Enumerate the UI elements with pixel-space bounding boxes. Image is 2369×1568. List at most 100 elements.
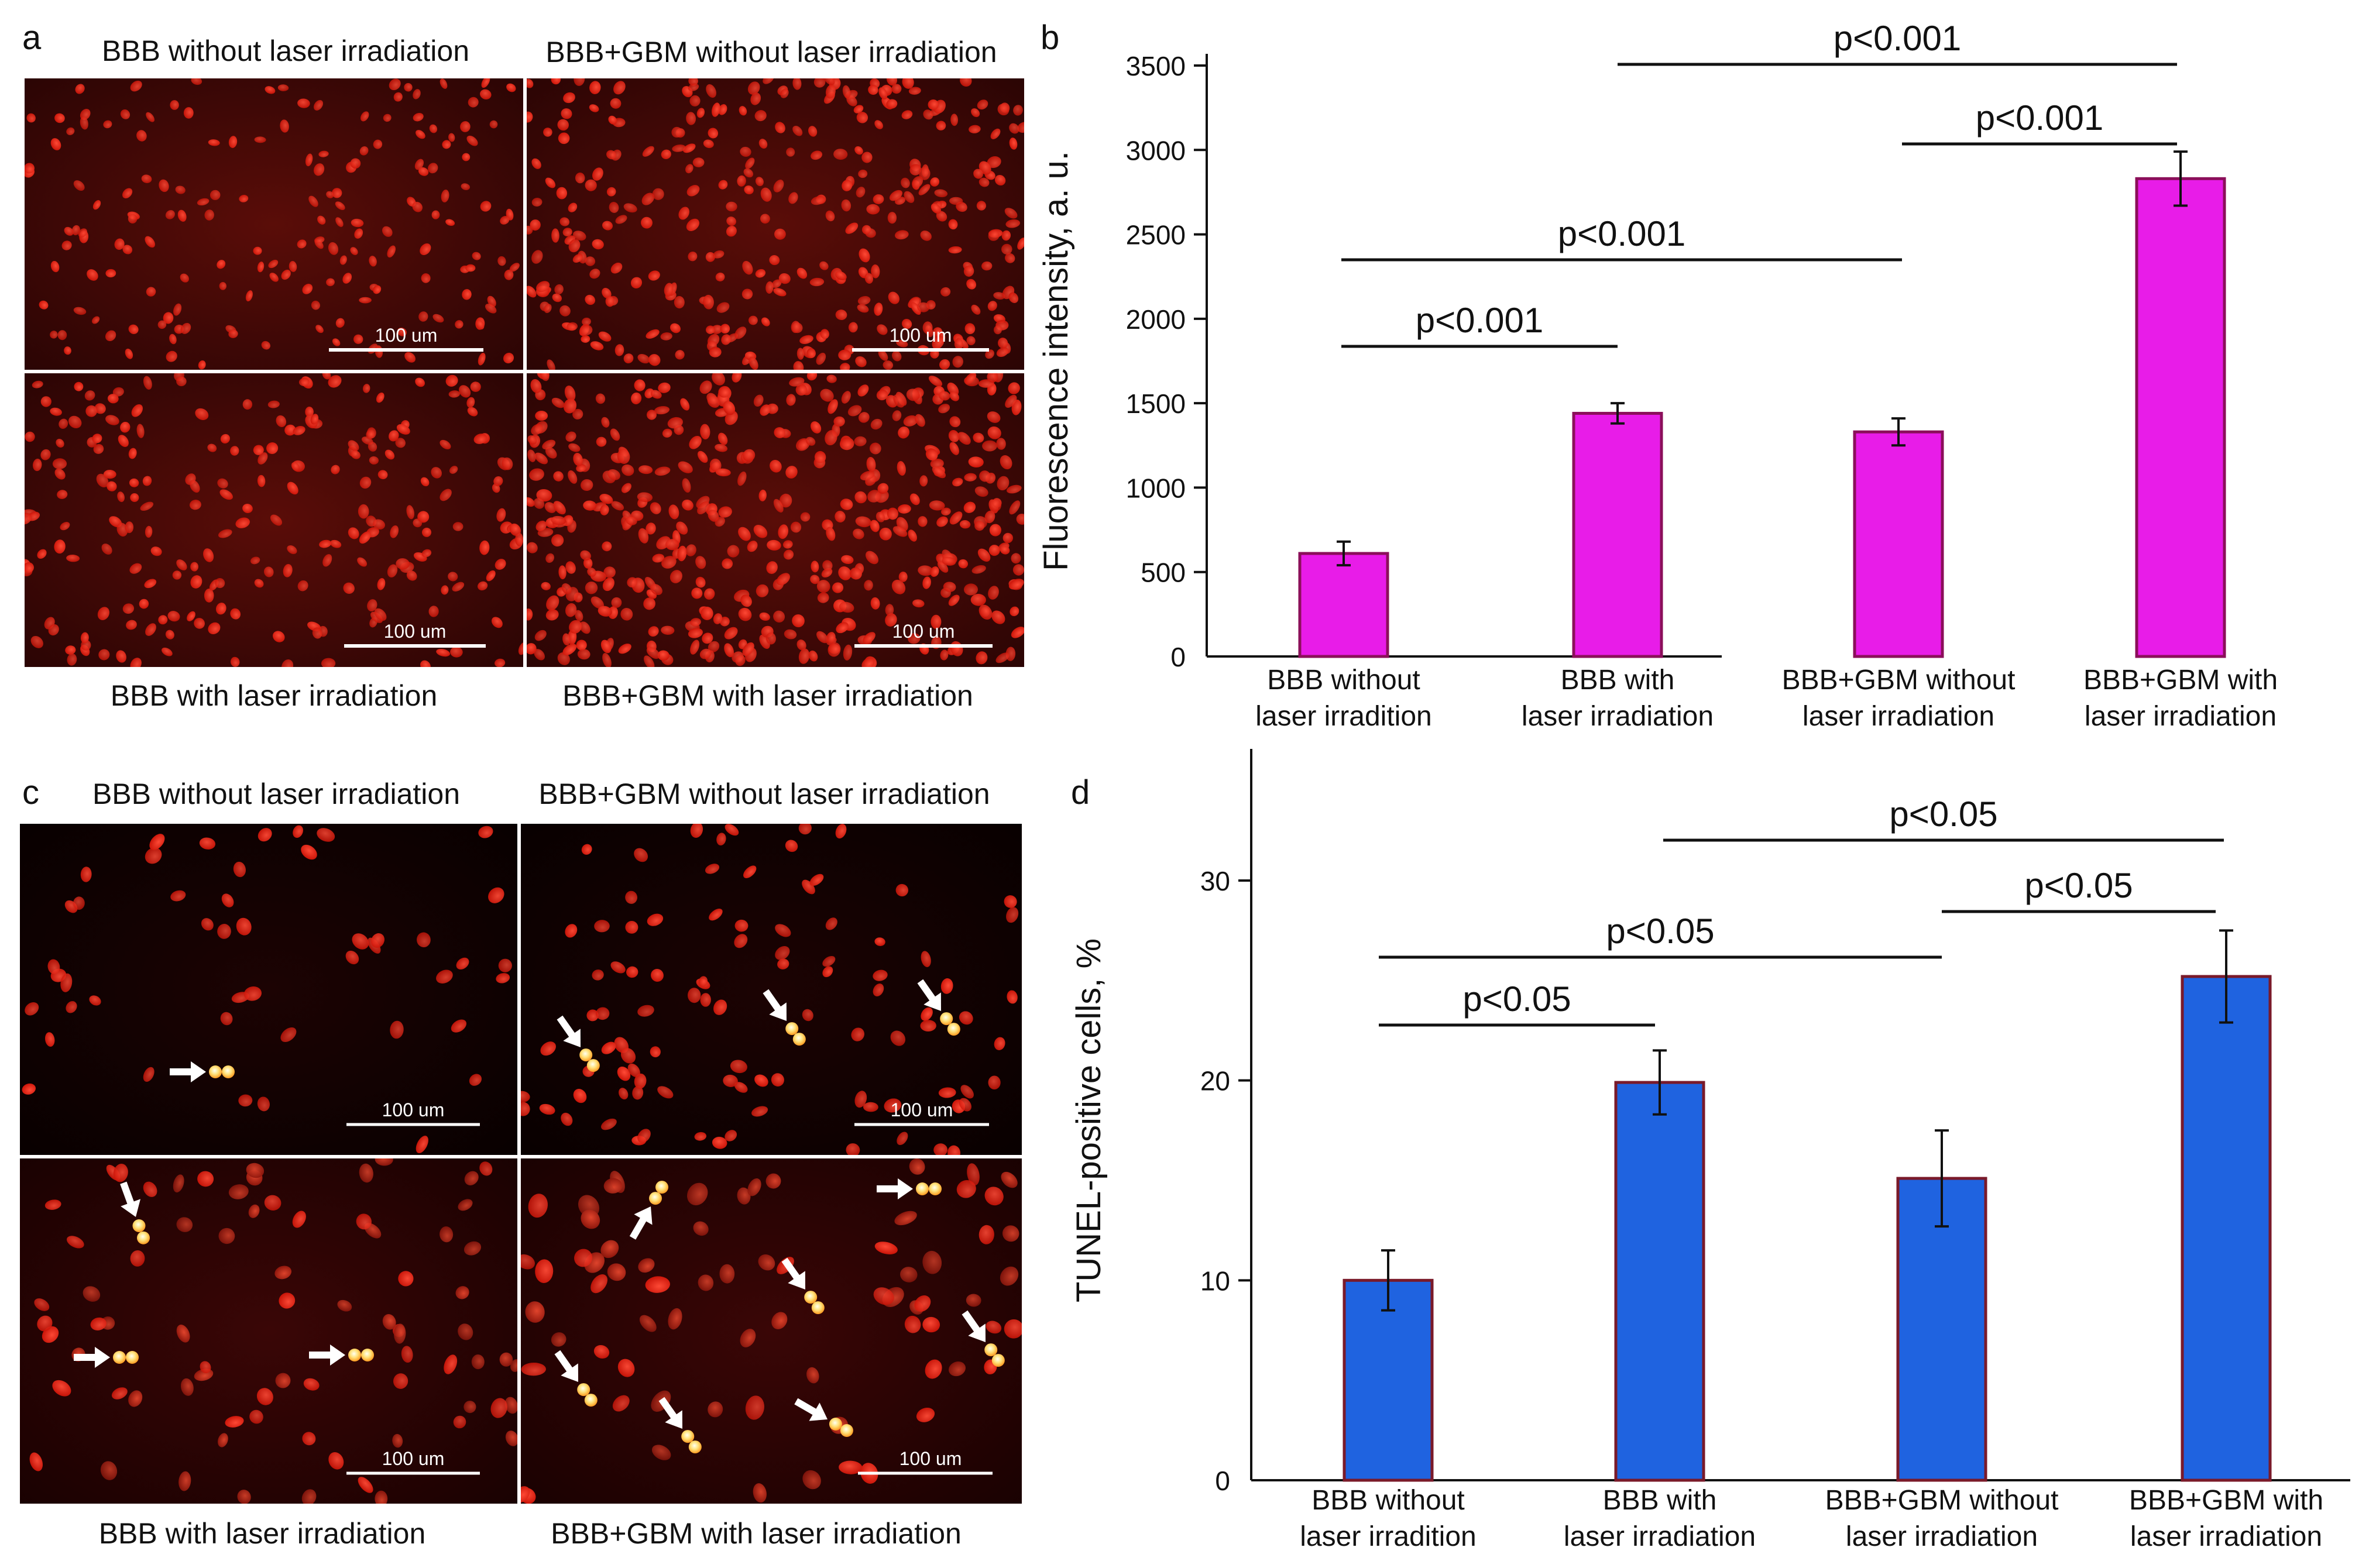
tunel-positive-cell xyxy=(804,1291,818,1304)
panel-letter-d: d xyxy=(1071,773,1090,811)
y-tick-label: 3500 xyxy=(1126,51,1186,81)
panel-c-title-bottom-left: BBB with laser irradiation xyxy=(99,1517,426,1550)
tunel-positive-cell xyxy=(984,1343,998,1357)
y-tick-label: 1500 xyxy=(1126,388,1186,419)
x-tick-label: BBB without xyxy=(1267,665,1420,696)
panel-letter-c: c xyxy=(22,773,39,811)
micrograph-c-top-right xyxy=(521,824,1022,1155)
x-tick-label: BBB+GBM with xyxy=(2129,1485,2323,1516)
tunel-positive-cell xyxy=(829,1418,842,1431)
error-bar xyxy=(1611,402,1625,425)
error-bar xyxy=(2219,929,2233,1024)
cell-nuclei-texture xyxy=(25,373,523,667)
svg-text:100 um: 100 um xyxy=(382,1448,445,1469)
tunel-positive-cell xyxy=(681,1430,695,1443)
y-tick-label: 1000 xyxy=(1126,473,1186,503)
arrow-marker xyxy=(794,1398,828,1421)
x-tick-label: laser irradiation xyxy=(1802,701,1994,732)
panel-c-title-top-left: BBB without laser irradiation xyxy=(92,778,460,810)
panel-a-title-bottom-right: BBB+GBM with laser irradiation xyxy=(562,679,973,712)
x-tick-label: BBB with xyxy=(1561,665,1675,696)
tunel-positive-cell xyxy=(586,1059,600,1072)
x-tick-label: BBB+GBM with xyxy=(2083,665,2278,696)
tunel-arrows xyxy=(74,979,1005,1454)
panel-c-title-top-right: BBB+GBM without laser irradiation xyxy=(538,778,990,810)
significance-label: p<0.05 xyxy=(1889,795,1997,834)
svg-text:100 um: 100 um xyxy=(382,1099,445,1120)
tunel-positive-cell xyxy=(811,1301,825,1315)
y-tick-label: 0 xyxy=(1170,642,1186,672)
x-tick-label: laser irradiation xyxy=(2130,1521,2322,1552)
y-axis-label: TUNEL-positive cells, % xyxy=(1070,938,1108,1302)
tunel-positive-cell xyxy=(222,1065,235,1078)
micrograph-c-top-left xyxy=(20,824,517,1155)
scale-bar-c-bottom-left: 100 um xyxy=(346,1448,480,1475)
y-tick-label: 500 xyxy=(1141,558,1186,588)
scale-bar-a-top-right: 100 um xyxy=(852,325,989,352)
tunel-positive-cell xyxy=(577,1383,590,1397)
y-tick-label: 20 xyxy=(1200,1066,1230,1096)
tunel-positive-cell xyxy=(929,1182,942,1195)
micrograph-c-bottom-left xyxy=(20,1158,517,1504)
svg-text:100 um: 100 um xyxy=(891,1099,953,1120)
x-tick-label: BBB+GBM without xyxy=(1782,665,2016,696)
svg-text:100 um: 100 um xyxy=(890,325,952,346)
tunel-positive-cell xyxy=(916,1182,929,1195)
bar xyxy=(1572,411,1663,658)
scale-bar-c-top-left: 100 um xyxy=(346,1099,480,1126)
tunel-positive-cell xyxy=(940,1012,953,1026)
y-tick-label: 2000 xyxy=(1126,304,1186,335)
arrow-marker xyxy=(781,1257,805,1290)
y-axis-label: Fluorescence intensity, a. u. xyxy=(1037,151,1075,571)
cell-nuclei-texture xyxy=(25,78,520,370)
significance-label: p<0.001 xyxy=(1834,19,1962,58)
cell-nuclei-texture xyxy=(527,78,1024,370)
tunel-positive-cell xyxy=(126,1351,139,1364)
y-tick-label: 30 xyxy=(1200,866,1230,896)
x-tick-label: BBB without xyxy=(1311,1485,1464,1516)
panel-d-chart: d 0 10 20 30 TUNEL-positive cells, % BBB with… xyxy=(1070,749,2350,1552)
significance-label: p<0.05 xyxy=(2024,866,2133,905)
significance-label: p<0.05 xyxy=(1606,912,1714,951)
panel-a-title-top-right: BBB+GBM without laser irradiation xyxy=(545,36,997,68)
x-tick-label: laser irradition xyxy=(1255,701,1431,732)
svg-text:100 um: 100 um xyxy=(375,325,438,346)
scale-bar-c-top-right: 100 um xyxy=(854,1099,989,1126)
bar xyxy=(2181,975,2272,1482)
panel-letter-b: b xyxy=(1041,19,1059,57)
bar xyxy=(1298,552,1389,658)
cell-nuclei-texture xyxy=(521,824,1019,1155)
tunel-positive-cell xyxy=(655,1181,668,1194)
x-tick-label: BBB+GBM without xyxy=(1825,1485,2059,1516)
x-tick-label: laser irradiation xyxy=(2085,701,2277,732)
micrograph-c-bottom-right xyxy=(521,1158,1022,1504)
bar xyxy=(2135,177,2226,658)
tunel-positive-cell xyxy=(584,1394,598,1407)
tunel-positive-cell xyxy=(209,1065,222,1078)
error-bar xyxy=(2174,150,2188,207)
arrow-marker xyxy=(170,1061,206,1082)
arrow-marker xyxy=(309,1345,345,1366)
scale-bar-a-bottom-right: 100 um xyxy=(854,621,993,648)
tunel-positive-cell xyxy=(688,1440,702,1454)
y-tick-label: 10 xyxy=(1200,1266,1230,1296)
tunel-positive-cell xyxy=(991,1354,1005,1367)
error-bar xyxy=(1935,1129,1949,1228)
tunel-positive-cell xyxy=(785,1022,799,1036)
x-tick-label: laser irradiation xyxy=(1564,1521,1756,1552)
bar xyxy=(1853,430,1944,658)
x-tick-label: laser irradiation xyxy=(1522,701,1714,732)
significance-label: p<0.05 xyxy=(1462,979,1571,1019)
panel-a-title-bottom-left: BBB with laser irradiation xyxy=(111,679,438,712)
significance-label: p<0.001 xyxy=(1558,214,1686,253)
cell-nuclei-texture xyxy=(22,825,512,1154)
svg-text:100 um: 100 um xyxy=(892,621,955,642)
arrow-marker xyxy=(658,1397,682,1429)
x-tick-label: laser irradiation xyxy=(1846,1521,2038,1552)
tunel-positive-cell xyxy=(792,1033,806,1046)
scale-bar-c-bottom-right: 100 um xyxy=(858,1448,993,1475)
tunel-positive-cell xyxy=(649,1192,662,1205)
arrow-marker xyxy=(763,989,787,1021)
panel-letter-a: a xyxy=(22,19,42,57)
